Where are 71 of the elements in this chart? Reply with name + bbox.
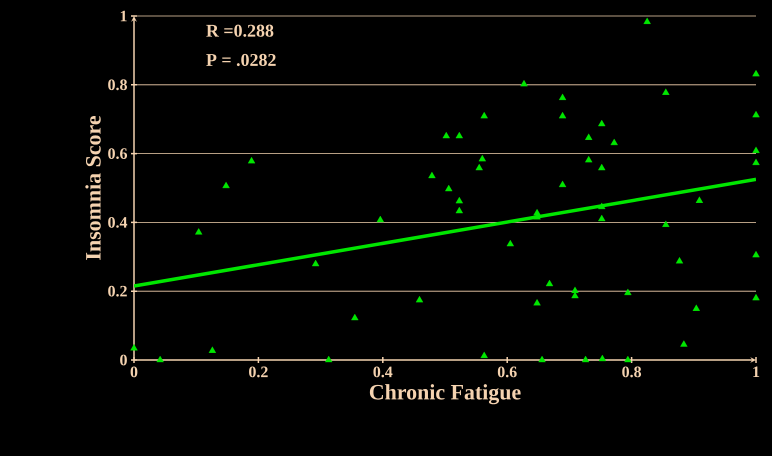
point	[644, 18, 651, 24]
point	[428, 172, 436, 178]
point	[351, 314, 358, 320]
point	[538, 356, 546, 362]
point	[416, 296, 424, 302]
point	[445, 184, 452, 192]
point	[610, 138, 618, 146]
annotation: P = .0282	[206, 54, 276, 66]
point	[195, 228, 202, 235]
point	[376, 216, 384, 222]
point	[480, 352, 488, 358]
point	[624, 288, 632, 296]
point	[752, 70, 760, 76]
x-tick-label: 0	[130, 366, 138, 378]
point	[506, 240, 514, 246]
point	[520, 80, 528, 86]
point	[222, 182, 230, 188]
point	[598, 354, 606, 362]
point	[752, 146, 760, 154]
point	[752, 158, 760, 166]
point	[130, 344, 138, 350]
point	[680, 340, 688, 347]
point	[208, 346, 216, 353]
point	[478, 154, 486, 162]
point	[325, 356, 332, 362]
point	[480, 112, 488, 118]
x-axis-title: Chronic Fatigue	[370, 384, 521, 404]
point	[598, 202, 606, 210]
point	[533, 299, 541, 306]
point	[624, 356, 632, 362]
y-tick-label: 0.2	[108, 286, 127, 297]
point	[312, 260, 320, 266]
point	[662, 220, 670, 227]
x-tick-label: 1	[753, 366, 760, 378]
y-tick-label: 1	[120, 10, 127, 22]
point	[456, 132, 463, 138]
point	[442, 132, 450, 138]
x-tick-label: 0.4	[373, 366, 392, 378]
point	[598, 164, 606, 170]
point	[558, 180, 566, 188]
point	[156, 356, 164, 362]
point	[546, 280, 554, 286]
point	[752, 294, 760, 300]
point	[456, 206, 463, 214]
y-tick-label: 0.8	[108, 79, 127, 90]
y-tick-label: 0	[120, 354, 127, 366]
x-tick-label: 0.8	[622, 366, 642, 378]
point	[598, 120, 606, 126]
annotation: R =0.288	[206, 24, 274, 37]
point	[696, 196, 704, 203]
point	[692, 304, 700, 311]
point	[558, 112, 566, 118]
point	[585, 134, 592, 140]
point	[456, 196, 463, 204]
point	[558, 94, 566, 100]
point	[248, 156, 256, 164]
point	[582, 356, 590, 362]
x-tick-label: 0.6	[498, 366, 517, 378]
point	[662, 88, 670, 95]
point	[585, 156, 592, 162]
point	[476, 164, 483, 170]
point	[598, 214, 606, 222]
y-tick-label: 0.6	[108, 148, 128, 160]
point	[752, 250, 760, 258]
point	[571, 292, 579, 298]
y-axis-title: Insomnia Score	[85, 116, 101, 260]
x-tick-label: 0.2	[249, 366, 268, 378]
point	[571, 286, 579, 294]
point	[676, 257, 684, 264]
point	[752, 110, 760, 118]
y-tick-label: 0.4	[108, 216, 128, 228]
